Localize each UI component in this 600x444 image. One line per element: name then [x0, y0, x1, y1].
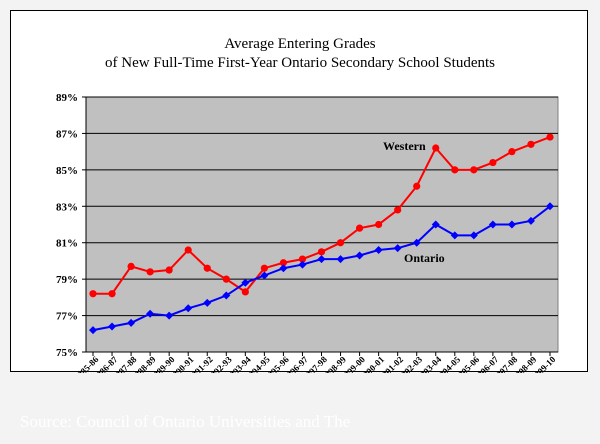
series-label-western: Western: [383, 139, 426, 153]
data-point-western: [298, 255, 307, 263]
y-tick-label: 79%: [56, 274, 78, 286]
data-point-western: [489, 158, 497, 167]
data-point-western: [508, 148, 516, 156]
data-point-western: [165, 266, 173, 274]
data-point-western: [451, 166, 459, 174]
y-tick-label: 75%: [56, 347, 78, 359]
y-tick-label: 83%: [56, 201, 78, 213]
data-point-ontario: [89, 326, 97, 335]
line-chart: Average Entering Grades of New Full-Time …: [56, 36, 559, 373]
data-point-ontario: [317, 255, 326, 264]
data-point-ontario: [279, 264, 288, 273]
chart-title-line: of New Full-Time First-Year Ontario Seco…: [105, 55, 495, 71]
data-point-ontario: [469, 231, 478, 240]
data-point-ontario: [450, 231, 459, 240]
data-point-ontario: [222, 291, 231, 300]
y-tick-label: 87%: [56, 128, 78, 140]
data-point-western: [355, 224, 364, 232]
data-point-ontario: [184, 304, 193, 313]
series-label-ontario: Ontario: [404, 251, 445, 265]
data-point-ontario: [127, 318, 136, 327]
data-point-western: [108, 290, 116, 298]
data-point-ontario: [507, 220, 516, 229]
data-point-ontario: [241, 278, 250, 287]
data-point-ontario: [546, 202, 554, 211]
data-point-western: [146, 268, 154, 276]
data-point-western: [89, 290, 97, 298]
data-point-ontario: [355, 251, 364, 260]
chart-title-line: Average Entering Grades: [224, 36, 375, 52]
data-point-western: [317, 248, 326, 256]
chart-title: Average Entering Grades of New Full-Time …: [105, 36, 495, 71]
chart-card: Average Entering Grades of New Full-Time …: [10, 10, 588, 373]
data-point-ontario: [412, 238, 421, 247]
y-tick-label: 77%: [56, 311, 78, 323]
data-point-ontario: [203, 298, 212, 307]
data-point-ontario: [431, 220, 440, 229]
data-point-western: [375, 220, 383, 229]
data-point-ontario: [488, 220, 497, 229]
series-layer: Western Ontario: [89, 133, 554, 335]
data-point-ontario: [165, 311, 174, 320]
y-axis: 75% 77% 79% 81% 83% 85% 87% 89%: [56, 92, 87, 359]
source-note: Source: Council of Ontario Universities …: [20, 412, 351, 431]
data-point-western: [203, 264, 211, 272]
data-point-western: [279, 259, 288, 267]
data-point-western: [222, 275, 230, 283]
y-tick-label: 89%: [56, 92, 78, 104]
data-point-ontario: [336, 255, 345, 264]
data-point-ontario: [146, 309, 155, 318]
data-point-western: [394, 206, 402, 214]
data-point-western: [527, 140, 535, 148]
data-point-ontario: [374, 246, 383, 254]
data-point-ontario: [298, 260, 307, 269]
x-axis: 1985-861986-871987-881988-891989-901990-…: [72, 351, 558, 373]
data-point-ontario: [260, 271, 269, 280]
data-point-ontario: [108, 322, 117, 331]
data-point-western: [470, 166, 478, 174]
data-point-western: [546, 133, 554, 141]
data-point-western: [127, 262, 135, 270]
data-point-western: [184, 246, 192, 254]
data-point-western: [260, 264, 268, 272]
data-point-ontario: [526, 216, 535, 225]
data-point-western: [413, 182, 421, 190]
y-tick-label: 85%: [56, 165, 78, 177]
data-point-western: [336, 239, 345, 247]
data-point-western: [432, 144, 440, 152]
data-point-ontario: [393, 244, 402, 253]
y-tick-label: 81%: [56, 238, 78, 250]
plot-area: [85, 96, 559, 353]
data-point-western: [241, 288, 249, 296]
